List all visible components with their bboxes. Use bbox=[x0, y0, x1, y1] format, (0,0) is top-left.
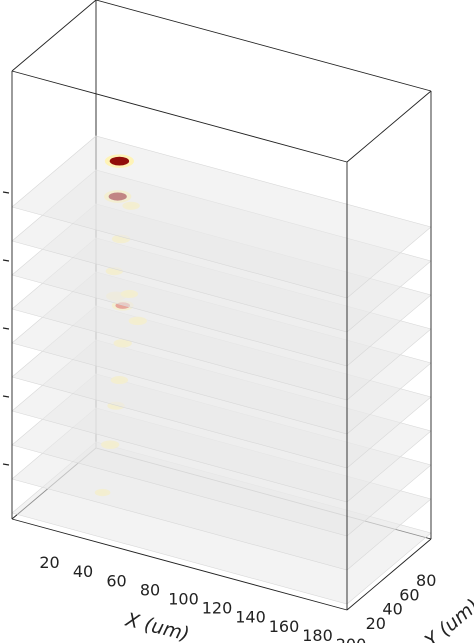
box-front-edges bbox=[11, 70, 432, 611]
z-tick bbox=[2, 259, 10, 262]
x-tick-label: 160 bbox=[269, 617, 300, 636]
y-tick-label: 40 bbox=[382, 600, 402, 619]
x-tick-label: 200 bbox=[336, 635, 367, 643]
x-axis-title: X (um) bbox=[123, 608, 192, 643]
z-tick bbox=[2, 191, 10, 194]
box-edge bbox=[95, 0, 432, 92]
box-edge bbox=[346, 538, 432, 611]
box-edge bbox=[11, 518, 348, 611]
x-tick-label: 80 bbox=[140, 580, 160, 599]
z-tick bbox=[2, 463, 10, 466]
y-tick-label: 80 bbox=[416, 571, 436, 590]
x-tick-label: 20 bbox=[39, 553, 59, 572]
x-tick-label: 120 bbox=[202, 599, 233, 618]
x-tick-label: 140 bbox=[235, 608, 266, 627]
x-tick-label: 60 bbox=[106, 571, 126, 590]
box-edge bbox=[11, 0, 97, 72]
z-axis-ticks bbox=[2, 191, 10, 466]
z-tick bbox=[2, 327, 10, 330]
x-tick-label: 180 bbox=[302, 626, 333, 643]
y-tick-label: 60 bbox=[399, 585, 419, 604]
y-tick-label: 20 bbox=[366, 614, 386, 633]
x-axis-ticks: 20 40 60 80 100120140160180200 bbox=[39, 553, 366, 643]
box-edge bbox=[346, 90, 432, 163]
box-edge bbox=[11, 70, 348, 163]
y-axis-title: Y (um) bbox=[421, 595, 474, 643]
z-tick bbox=[2, 395, 10, 398]
x-tick-label: 100 bbox=[168, 590, 199, 609]
heatmap-slices bbox=[11, 135, 432, 605]
hotspot bbox=[109, 156, 130, 166]
x-tick-label: 40 bbox=[73, 562, 93, 581]
